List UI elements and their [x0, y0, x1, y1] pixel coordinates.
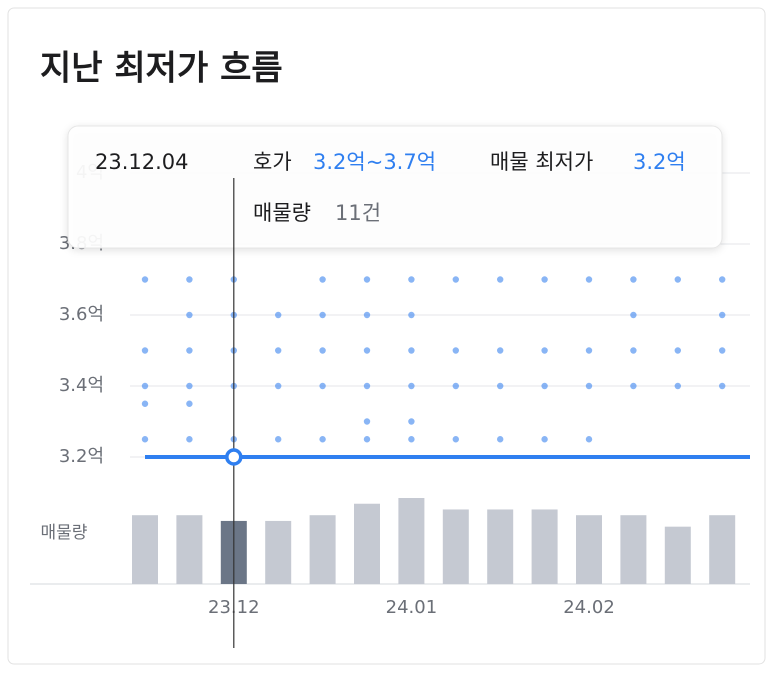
- volume-bar: [664, 526, 691, 584]
- price-dot: [319, 276, 326, 283]
- price-dot: [719, 311, 726, 319]
- price-dot: [363, 436, 371, 443]
- price-dot: [497, 276, 504, 283]
- price-dot: [585, 436, 593, 443]
- price-dot: [319, 347, 326, 354]
- volume-bar: [354, 503, 380, 584]
- price-dot: [541, 276, 548, 283]
- y-tick-label: 3.4억: [59, 375, 104, 396]
- y-tick-label: 3.6억: [59, 304, 104, 325]
- price-dot: [408, 347, 415, 354]
- volume-bar: [487, 509, 514, 584]
- price-dot: [497, 436, 504, 443]
- volume-bar: [176, 515, 203, 584]
- price-dot: [363, 347, 371, 354]
- volume-bar: [576, 515, 602, 584]
- price-dot: [275, 311, 282, 319]
- price-dot: [630, 347, 637, 354]
- price-dot: [541, 347, 548, 354]
- tooltip-label: 매물 최저가: [490, 150, 593, 174]
- volume-bar: [709, 515, 736, 584]
- price-dot: [585, 347, 593, 354]
- volume-bar: [531, 509, 558, 584]
- price-dot: [186, 311, 193, 319]
- price-dot: [408, 436, 415, 443]
- price-dot: [630, 276, 637, 283]
- price-dot: [408, 276, 415, 283]
- price-dot: [630, 311, 637, 319]
- volume-bar: [265, 520, 292, 584]
- price-dot: [363, 276, 371, 283]
- price-dot: [186, 400, 193, 407]
- volume-bar: [132, 515, 158, 584]
- price-dot: [186, 436, 193, 443]
- volume-bar: [442, 509, 469, 584]
- price-dot: [719, 347, 726, 354]
- tooltip-value: 3.2억: [633, 150, 686, 174]
- price-dot: [275, 436, 282, 443]
- price-dot: [408, 382, 415, 390]
- price-dot: [497, 347, 504, 354]
- selected-point: [225, 448, 243, 466]
- price-dot: [186, 347, 193, 354]
- price-dot: [141, 436, 149, 443]
- price-dot: [674, 347, 681, 354]
- y-tick-label: 3.2억: [59, 446, 104, 467]
- price-dot: [275, 347, 282, 354]
- price-dot: [408, 311, 415, 319]
- price-dot: [541, 382, 548, 390]
- price-dot: [674, 276, 681, 283]
- price-dot: [719, 382, 726, 390]
- price-dot: [408, 418, 415, 425]
- price-dot: [141, 276, 149, 283]
- price-dot: [585, 382, 593, 390]
- price-dot: [719, 276, 726, 283]
- price-dot: [363, 311, 371, 319]
- price-dot: [452, 382, 459, 390]
- chart-title: 지난 최저가 흐름: [40, 49, 283, 89]
- price-dot: [319, 436, 326, 443]
- volume-bar: [309, 515, 336, 584]
- volume-label: 매물량: [41, 523, 88, 543]
- tooltip-value: 3.2억~3.7억: [313, 150, 436, 174]
- x-tick-label: 24.02: [563, 597, 615, 618]
- price-dot: [674, 382, 681, 390]
- price-dot: [630, 382, 637, 390]
- price-dot: [141, 382, 149, 390]
- price-dot: [363, 382, 371, 390]
- price-dot: [319, 382, 326, 390]
- card: [7, 7, 766, 665]
- price-dot: [541, 436, 548, 443]
- tooltip-value: 11건: [335, 201, 381, 225]
- volume-bar: [398, 498, 425, 584]
- price-dot: [497, 382, 504, 390]
- price-dot: [363, 418, 371, 425]
- x-tick-label: 24.01: [386, 597, 438, 618]
- price-dot: [452, 347, 459, 354]
- price-dot: [141, 400, 149, 407]
- price-dot: [275, 382, 282, 390]
- price-dot: [186, 382, 193, 390]
- price-dot: [319, 311, 326, 319]
- tooltip-date: 23.12.04: [95, 150, 189, 174]
- price-dot: [585, 276, 593, 283]
- tooltip: [67, 125, 723, 249]
- price-dot: [452, 276, 459, 283]
- tooltip-label: 호가: [253, 150, 292, 174]
- price-dot: [452, 436, 459, 443]
- volume-bar: [620, 515, 647, 584]
- tooltip-label: 매물량: [253, 201, 311, 225]
- price-dot: [141, 347, 149, 354]
- price-dot: [186, 276, 193, 283]
